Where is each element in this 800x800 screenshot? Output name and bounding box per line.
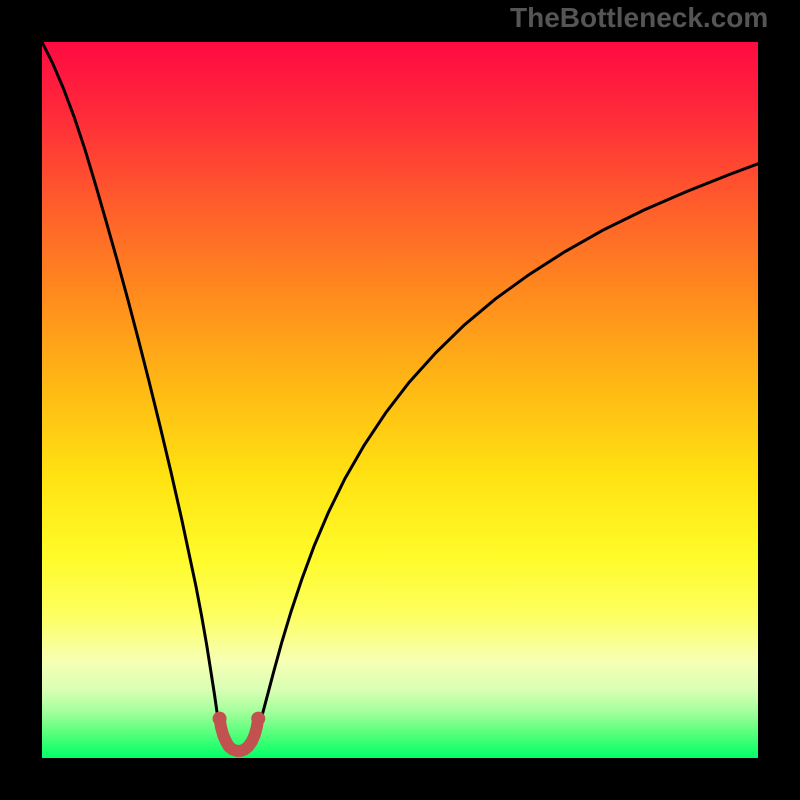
watermark-text: TheBottleneck.com: [510, 2, 768, 34]
left-curve: [42, 42, 234, 751]
dip-left-marker: [213, 712, 227, 726]
curves-layer: [42, 42, 758, 758]
figure-container: TheBottleneck.com: [0, 0, 800, 800]
right-curve: [244, 164, 758, 751]
dip-right-marker: [251, 712, 265, 726]
plot-area: [42, 42, 758, 758]
dip-u-shape: [220, 719, 259, 751]
